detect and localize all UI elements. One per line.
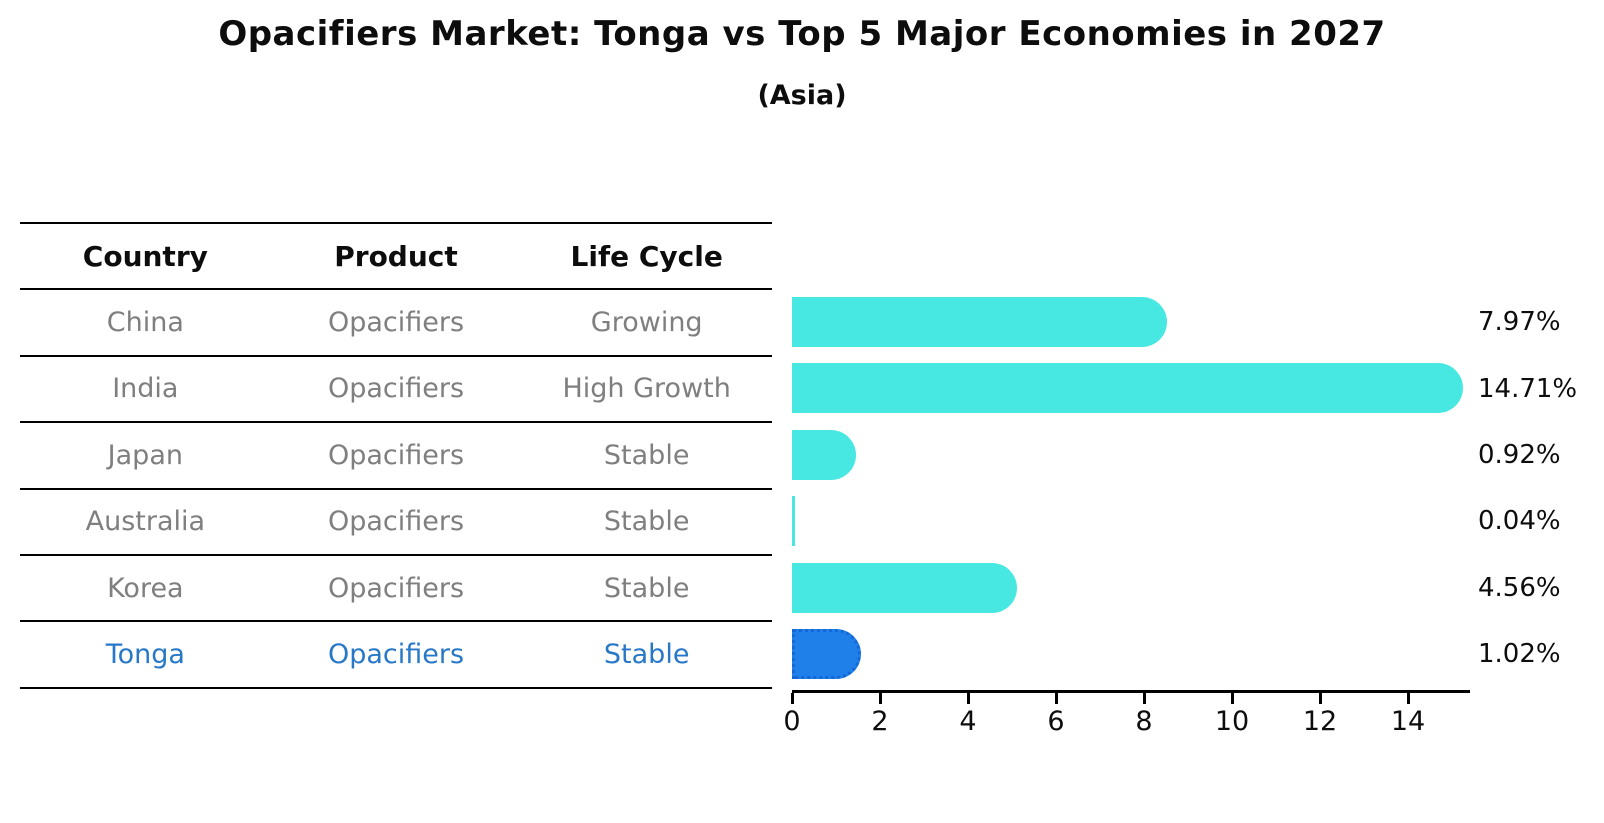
table-row-japan: Japan Opacifiers Stable [20,423,772,490]
bar-india [792,363,1464,414]
cell-product: Opacifiers [327,307,465,339]
table-row-korea: Korea Opacifiers Stable [20,556,772,623]
x-tick-label-0: 0 [783,706,801,737]
x-axis-line [792,690,1470,693]
table-header-product: Product [334,239,458,273]
cell-life_cycle: Stable [603,439,690,471]
country-info-table: Country Product Life Cycle China Opacifiers G… [20,222,772,689]
cell-life_cycle: Stable [603,506,690,538]
bar-tonga [792,628,861,679]
cell-country: Japan [107,439,183,471]
x-tick-mark-4 [966,693,970,704]
bar-australia [792,496,795,547]
cell-country: Australia [85,506,206,538]
cell-product: Opacifiers [327,572,465,604]
cell-life_cycle: High Growth [562,373,731,405]
value-label-japan: 0.92% [1478,439,1561,470]
value-label-korea: 4.56% [1478,572,1561,603]
cell-country: Korea [107,572,184,604]
table-row-australia: Australia Opacifiers Stable [20,490,772,556]
table-row-tonga: Tonga Opacifiers Stable [20,622,772,689]
x-tick-label-10: 10 [1214,706,1250,737]
value-label-australia: 0.04% [1478,506,1561,537]
cell-life_cycle: Growing [590,307,703,339]
x-tick-mark-14 [1406,693,1410,704]
x-tick-label-6: 6 [1047,706,1065,737]
x-tick-label-4: 4 [959,706,977,737]
cell-product: Opacifiers [327,506,465,538]
table-row-india: India Opacifiers High Growth [20,357,772,424]
bar-japan [792,429,857,480]
page-subtitle: (Asia) [757,80,847,111]
bar-china [792,296,1167,347]
table-header-country: Country [82,239,208,273]
x-tick-mark-0 [790,693,794,704]
x-tick-mark-8 [1142,693,1146,704]
x-tick-mark-10 [1230,693,1234,704]
x-tick-label-2: 2 [871,706,889,737]
x-tick-mark-12 [1318,693,1322,704]
table-header-row: Country Product Life Cycle [20,224,772,291]
bar-korea [792,562,1017,613]
cell-product: Opacifiers [327,639,465,671]
x-tick-mark-6 [1054,693,1058,704]
cell-country: Tonga [105,639,185,671]
table-row-china: China Opacifiers Growing [20,290,772,357]
cell-product: Opacifiers [327,373,465,405]
x-tick-label-8: 8 [1135,706,1153,737]
x-tick-mark-2 [878,693,882,704]
cell-life_cycle: Stable [603,639,690,671]
x-tick-label-12: 12 [1302,706,1338,737]
cell-country: India [112,373,179,405]
value-label-tonga: 1.02% [1478,639,1561,670]
value-label-india: 14.71% [1478,373,1578,404]
cell-life_cycle: Stable [603,572,690,604]
cell-product: Opacifiers [327,439,465,471]
cell-country: China [106,307,184,339]
x-tick-label-14: 14 [1390,706,1426,737]
value-label-china: 7.97% [1478,307,1561,338]
table-header-life_cycle: Life Cycle [570,239,723,273]
page-title: Opacifiers Market: Tonga vs Top 5 Major … [218,14,1386,54]
